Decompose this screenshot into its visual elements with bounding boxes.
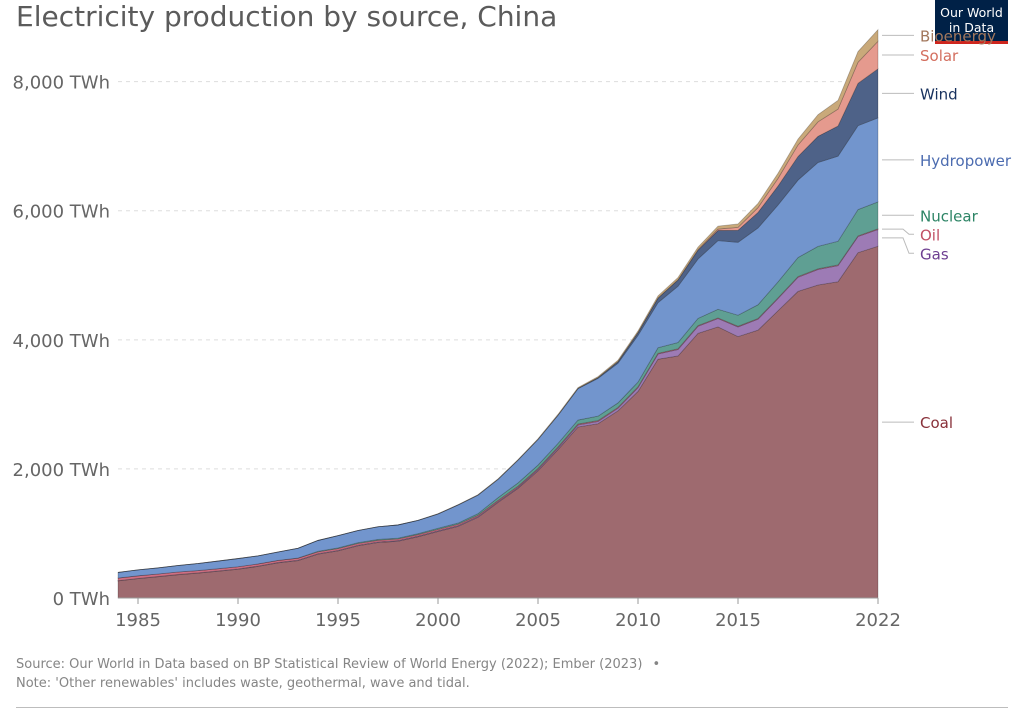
x-tick-label: 1985 xyxy=(115,610,161,631)
y-tick-label: 0 TWh xyxy=(53,589,110,610)
legend-label-hydropower[interactable]: Hydropower xyxy=(920,152,1012,170)
area-solar[interactable] xyxy=(117,40,879,573)
legend-label-coal[interactable]: Coal xyxy=(920,414,953,432)
area-hydropower[interactable] xyxy=(117,117,879,579)
x-tick-label: 2000 xyxy=(415,610,461,631)
legend-label-bioenergy[interactable]: Bioenergy xyxy=(920,27,996,45)
legend-connector-oil xyxy=(882,228,914,235)
y-tick-label: 4,000 TWh xyxy=(13,331,110,352)
logo-line-2: in Data xyxy=(948,20,995,35)
legend-label-gas[interactable]: Gas xyxy=(920,245,949,263)
source-text[interactable]: Source: Our World in Data based on BP St… xyxy=(16,657,643,672)
owid-logo[interactable]: Our World in Data xyxy=(935,0,1008,44)
y-tick-label: 8,000 TWh xyxy=(13,73,110,94)
x-tick-label: 2022 xyxy=(855,610,901,631)
footer-source-line: Source: Our World in Data based on BP St… xyxy=(16,655,660,674)
footer-divider xyxy=(16,707,1008,708)
area-nuclear[interactable] xyxy=(117,201,879,579)
area-bioenergy[interactable] xyxy=(117,28,879,573)
y-tick-label: 2,000 TWh xyxy=(13,460,110,481)
legend-label-oil[interactable]: Oil xyxy=(920,226,940,244)
x-tick-label: 2010 xyxy=(615,610,661,631)
area-wind[interactable] xyxy=(117,68,879,573)
chart-title: Electricity production by source, China xyxy=(16,0,558,33)
footer-bullet: • xyxy=(652,657,661,672)
y-tick-label: 6,000 TWh xyxy=(13,202,110,223)
logo-accent-bar xyxy=(935,41,1008,44)
x-tick-label: 2015 xyxy=(715,610,761,631)
x-tick-label: 1990 xyxy=(215,610,261,631)
legend-connector-gas xyxy=(882,237,914,254)
note-text: Note: 'Other renewables' includes waste,… xyxy=(16,676,470,691)
footer: Source: Our World in Data based on BP St… xyxy=(16,655,660,693)
legend-label-wind[interactable]: Wind xyxy=(920,85,958,103)
x-tick-label: 2005 xyxy=(515,610,561,631)
x-tick-label: 1995 xyxy=(315,610,361,631)
legend-label-nuclear[interactable]: Nuclear xyxy=(920,207,979,225)
logo-line-1: Our World xyxy=(940,5,1003,20)
legend-label-solar[interactable]: Solar xyxy=(920,47,959,65)
